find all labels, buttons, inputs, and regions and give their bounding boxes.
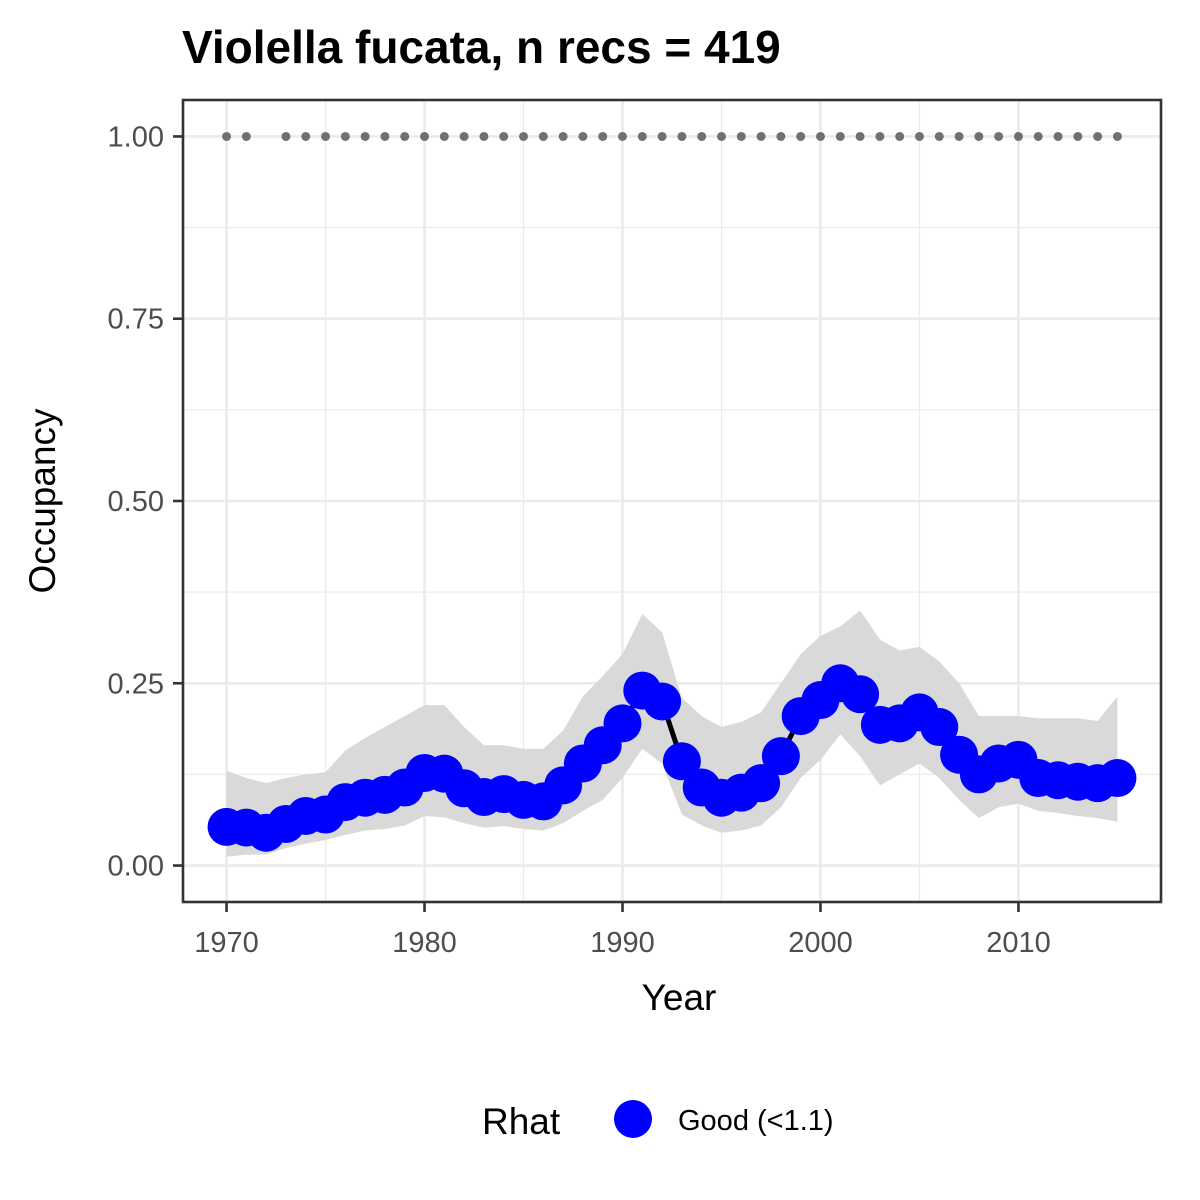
record-dot [420,131,430,141]
record-dot [697,131,707,141]
y-tick-label: 1.00 [108,121,164,153]
record-dot [558,131,568,141]
record-dot [895,131,905,141]
legend-key-good [614,1100,652,1138]
record-dot [954,131,964,141]
x-tick-label: 2000 [788,927,853,959]
x-tick-label: 1980 [392,927,457,959]
record-dots [222,131,1122,141]
record-dot [360,131,370,141]
record-dot [716,131,726,141]
record-dot [519,131,529,141]
x-tick-label: 2010 [986,927,1051,959]
record-dot [1093,131,1103,141]
record-dot [459,131,469,141]
record-dot [222,131,232,141]
occupancy-point [643,682,682,721]
record-dot [835,131,845,141]
y-tick-label: 0.25 [108,668,164,700]
record-dot [974,131,984,141]
legend: Rhat Good (<1.1) [482,1100,834,1142]
record-dot [1112,131,1122,141]
occupancy-points [207,664,1137,852]
record-dot [994,131,1004,141]
x-axis: 1970 1980 1990 2000 2010 [194,902,1051,959]
record-dot [598,131,608,141]
record-dot [914,131,924,141]
occupancy-point [1098,759,1137,798]
record-dot [321,131,331,141]
legend-label-good: Good (<1.1) [678,1105,834,1137]
record-dot [855,131,865,141]
record-dot [657,131,667,141]
record-dot [241,131,251,141]
occupancy-point [742,764,781,803]
record-dot [439,131,449,141]
record-dot [380,131,390,141]
record-dot [578,131,588,141]
record-dot [934,131,944,141]
record-dot [1013,131,1023,141]
record-dot [1033,131,1043,141]
x-axis-title: Year [642,977,717,1018]
y-axis-title: Occupancy [22,408,63,594]
y-axis: 0.00 0.25 0.50 0.75 1.00 [108,121,183,883]
record-dot [776,131,786,141]
record-dot [815,131,825,141]
x-tick-label: 1990 [590,927,655,959]
record-dot [479,131,489,141]
record-dot [1053,131,1063,141]
record-dot [796,131,806,141]
record-dot [499,131,509,141]
y-tick-label: 0.50 [108,486,164,518]
occupancy-point [662,742,701,781]
record-dot [756,131,766,141]
record-dot [340,131,350,141]
occupancy-point [603,704,642,743]
y-tick-label: 0.00 [108,851,164,883]
record-dot [301,131,311,141]
record-dot [538,131,548,141]
record-dot [875,131,885,141]
occupancy-point [841,675,880,714]
record-dot [677,131,687,141]
record-dot [637,131,647,141]
y-tick-label: 0.75 [108,304,164,336]
record-dot [400,131,410,141]
record-dot [618,131,628,141]
chart-title: Violella fucata, n recs = 419 [182,21,781,73]
x-tick-label: 1970 [194,927,259,959]
record-dot [281,131,291,141]
record-dot [736,131,746,141]
legend-title: Rhat [482,1101,561,1142]
occupancy-point [920,708,959,747]
record-dot [1073,131,1083,141]
occupancy-point [761,737,800,776]
